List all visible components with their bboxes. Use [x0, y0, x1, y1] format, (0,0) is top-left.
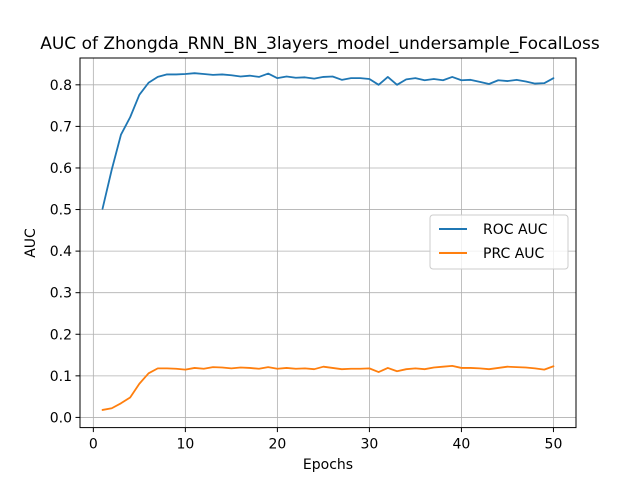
y-tick-label: 0.5: [50, 203, 72, 219]
x-tick-label: 40: [453, 437, 471, 453]
x-tick-label: 10: [176, 437, 194, 453]
y-tick-label: 0.3: [50, 286, 72, 302]
x-tick-label: 0: [89, 437, 98, 453]
y-tick-label: 0.2: [50, 327, 72, 343]
series-layer: [101, 72, 555, 411]
y-axis-label: AUC: [23, 228, 39, 258]
chart-title: AUC of Zhongda_RNN_BN_3layers_model_unde…: [40, 34, 600, 54]
y-tick-label: 0.0: [50, 410, 72, 426]
series-line-roc-auc: [101, 72, 555, 210]
legend-label-roc-auc: ROC AUC: [483, 222, 548, 238]
series-line-prc-auc: [101, 364, 555, 411]
x-tick-label: 50: [545, 437, 563, 453]
plot-frame: [79, 57, 577, 429]
grid-lines: [80, 58, 576, 428]
y-tick-label: 0.7: [50, 119, 72, 135]
legend-label-prc-auc: PRC AUC: [483, 246, 545, 262]
y-tick-label: 0.1: [50, 369, 72, 385]
axis-ticks: 0 10 20 30 40 50 0.0 0.1 0.2 0.3 0.4 0.5 0.6 0.7 0.8: [50, 78, 563, 453]
y-tick-label: 0.4: [50, 244, 72, 260]
y-tick-label: 0.8: [50, 78, 72, 94]
x-axis-label: Epochs: [303, 457, 353, 473]
x-tick-label: 30: [360, 437, 378, 453]
legend: ROC AUC PRC AUC: [429, 214, 569, 270]
x-tick-label: 20: [268, 437, 286, 453]
y-tick-label: 0.6: [50, 161, 72, 177]
